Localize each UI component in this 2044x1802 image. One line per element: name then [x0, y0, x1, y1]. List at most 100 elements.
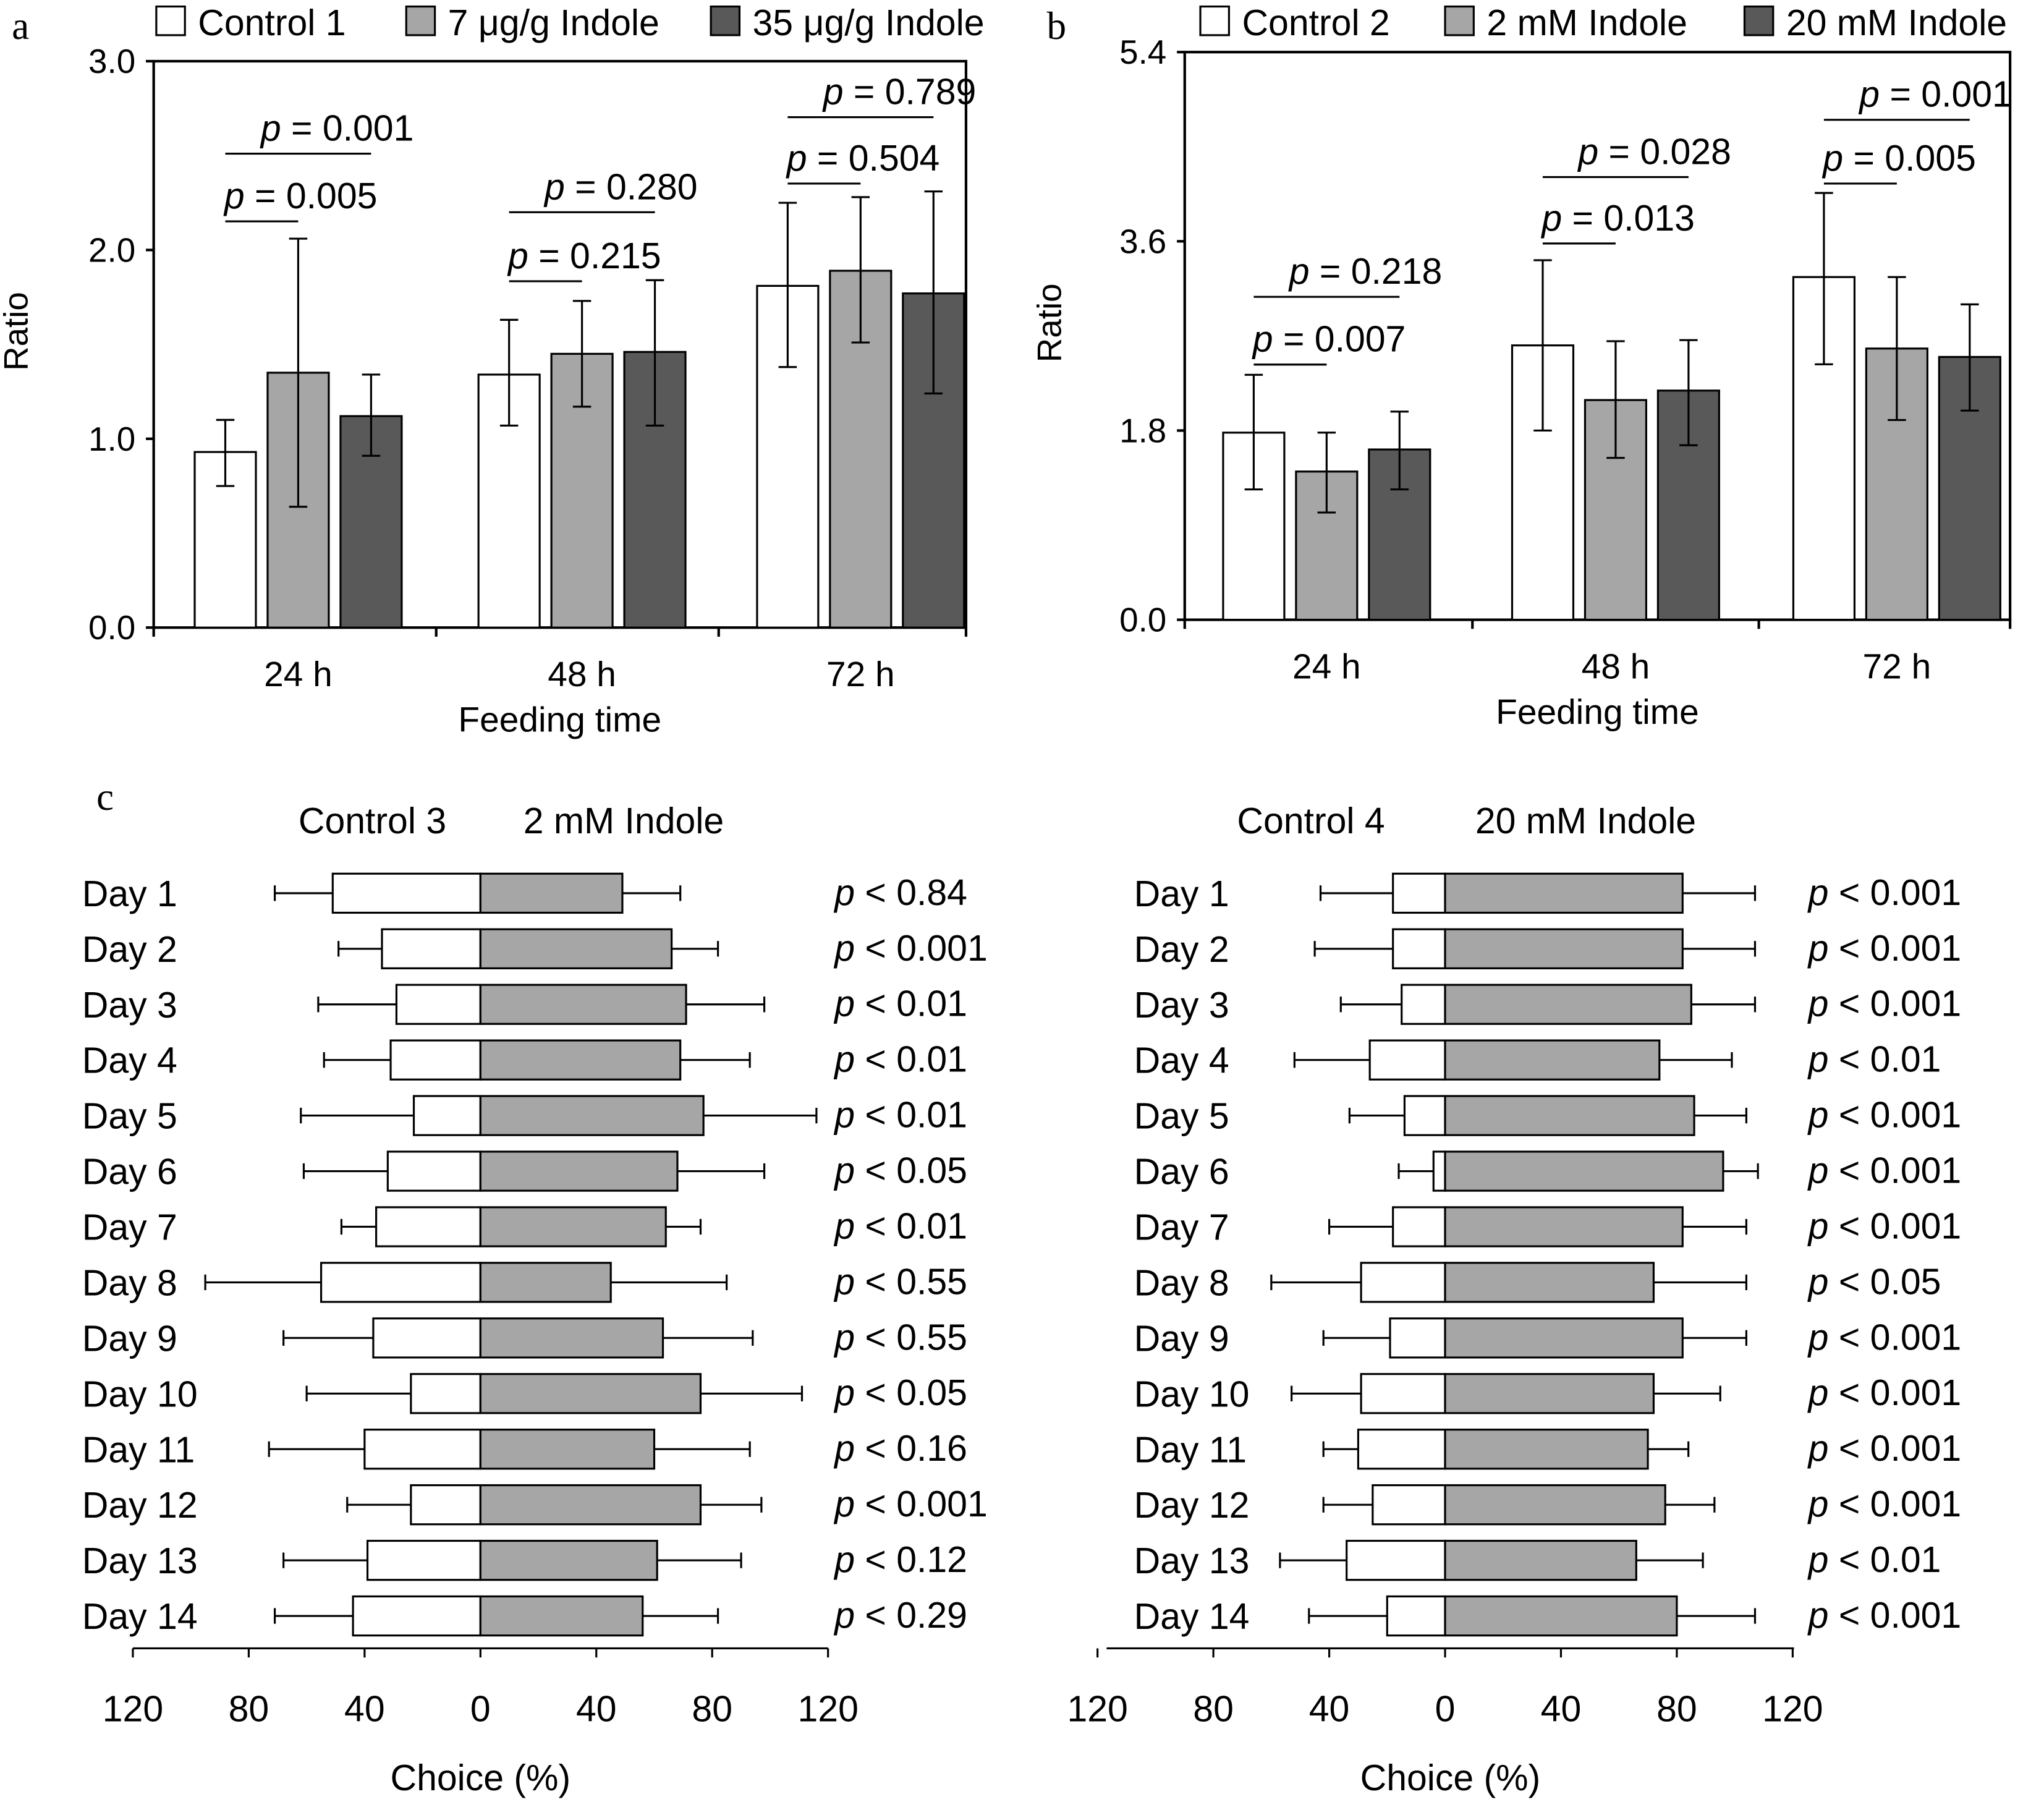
p-value: 0.215	[570, 236, 661, 276]
p-value-label: p < 0.001	[1807, 1484, 1962, 1524]
p-value-gap	[1828, 929, 1838, 969]
p-value: 0.789	[885, 72, 977, 112]
day-label: Day 8	[1134, 1263, 1229, 1303]
p-value: < 0.01	[865, 1095, 967, 1136]
p-value-label: p < 0.55	[833, 1262, 967, 1302]
p-symbol: p	[1807, 1040, 1829, 1080]
p-value-label: p < 0.001	[1807, 1317, 1962, 1358]
legend-label: 20 mM Indole	[1786, 3, 2007, 43]
p-value: < 0.001	[1839, 1150, 1961, 1191]
control-bar	[1432, 1150, 1446, 1192]
p-symbol: p	[822, 72, 844, 112]
p-equals: =	[1880, 75, 1921, 115]
panel-label: a	[12, 4, 29, 48]
p-symbol: p	[1807, 1206, 1829, 1246]
p-value-label: p < 0.001	[833, 929, 988, 969]
control-bar	[1372, 1484, 1446, 1526]
p-equals: =	[528, 236, 570, 276]
p-value-gap	[1828, 873, 1838, 913]
treatment-bar	[1444, 1150, 1724, 1192]
day-label: Day 5	[82, 1097, 177, 1137]
p-value-gap	[855, 1095, 865, 1136]
p-value: < 0.001	[1839, 984, 1961, 1024]
p-value-label: p < 0.55	[833, 1317, 967, 1358]
treatment-bar	[1444, 1539, 1637, 1581]
p-value: < 0.01	[865, 1206, 967, 1246]
p-value-gap	[1828, 1373, 1838, 1413]
p-value-label: p = 0.001	[260, 108, 414, 148]
p-symbol: p	[1540, 198, 1562, 239]
p-value-gap	[1828, 1484, 1838, 1524]
control-bar	[1346, 1539, 1446, 1581]
p-value-gap	[1828, 984, 1838, 1024]
p-symbol: p	[833, 1095, 855, 1136]
p-value-label: p < 0.001	[833, 1484, 988, 1524]
p-value: 0.007	[1315, 320, 1406, 360]
p-symbol: p	[1807, 929, 1829, 969]
x-tick-label: 80	[692, 1689, 732, 1729]
day-label: Day 1	[82, 874, 177, 914]
x-tick-label: 72 h	[1863, 647, 1932, 686]
day-label: Day 4	[82, 1041, 177, 1081]
p-symbol: p	[833, 1373, 855, 1413]
day-label: Day 8	[82, 1263, 177, 1303]
treatment-bar	[479, 1484, 702, 1526]
day-label: Day 5	[1134, 1097, 1229, 1137]
y-tick-label: 0.0	[1119, 601, 1166, 639]
y-tick-label: 1.0	[88, 420, 135, 458]
treatment-bar	[1444, 1095, 1695, 1136]
control-bar	[1360, 1262, 1446, 1303]
p-value-label: p < 0.001	[1807, 873, 1962, 913]
legend-swatch	[710, 5, 741, 36]
x-tick-label: 40	[576, 1689, 617, 1729]
p-value: 0.218	[1351, 252, 1443, 292]
p-value: < 0.55	[865, 1317, 967, 1358]
p-value: 0.280	[606, 167, 698, 207]
treatment-bar	[1444, 984, 1692, 1025]
p-symbol: p	[1577, 132, 1598, 172]
control-bar	[363, 1429, 481, 1470]
control-bar	[366, 1539, 481, 1581]
treatment-bar	[479, 1039, 682, 1081]
p-value: < 0.001	[1839, 1484, 1961, 1524]
treatment-bar	[479, 1373, 702, 1414]
day-label: Day 12	[82, 1485, 198, 1526]
y-tick-label: 0.0	[88, 608, 135, 647]
treatment-bar	[1444, 1206, 1684, 1247]
right-group-label: 2 mM Indole	[524, 801, 724, 841]
p-value: 0.504	[849, 138, 940, 179]
p-equals: =	[565, 167, 606, 207]
p-value: < 0.01	[865, 1040, 967, 1080]
p-value-label: p < 0.001	[1807, 929, 1962, 969]
p-symbol: p	[833, 1429, 855, 1469]
p-value-gap	[1828, 1317, 1838, 1358]
x-tick-label: 24 h	[264, 655, 333, 694]
p-value: 0.028	[1640, 132, 1731, 172]
treatment-bar	[479, 1150, 679, 1192]
p-value-label: p < 0.29	[833, 1596, 967, 1636]
p-symbol: p	[833, 1317, 855, 1358]
day-label: Day 11	[82, 1430, 195, 1470]
y-tick-label: 3.0	[88, 42, 135, 80]
p-symbol: p	[1252, 320, 1273, 360]
p-value-gap	[1828, 1095, 1838, 1136]
p-value-label: p < 0.001	[1807, 1596, 1962, 1636]
x-tick-label: 40	[1309, 1689, 1350, 1729]
p-value-gap	[855, 984, 865, 1024]
p-value: < 0.001	[1839, 929, 1961, 969]
p-equals: =	[1310, 252, 1351, 292]
control-bar	[381, 928, 481, 969]
treatment-bar	[1444, 1484, 1666, 1526]
treatment-bar	[1444, 1039, 1661, 1081]
p-value-label: p < 0.16	[833, 1429, 967, 1469]
p-symbol: p	[833, 1540, 855, 1580]
p-value: < 0.001	[865, 929, 987, 969]
x-tick-label: 120	[1762, 1689, 1823, 1729]
p-symbol: p	[833, 1150, 855, 1191]
x-tick-label: 120	[1067, 1689, 1127, 1729]
p-value-label: p < 0.01	[833, 1040, 967, 1080]
control-bar	[412, 1095, 481, 1136]
p-symbol: p	[1807, 1596, 1829, 1636]
p-symbol: p	[1807, 1150, 1829, 1191]
